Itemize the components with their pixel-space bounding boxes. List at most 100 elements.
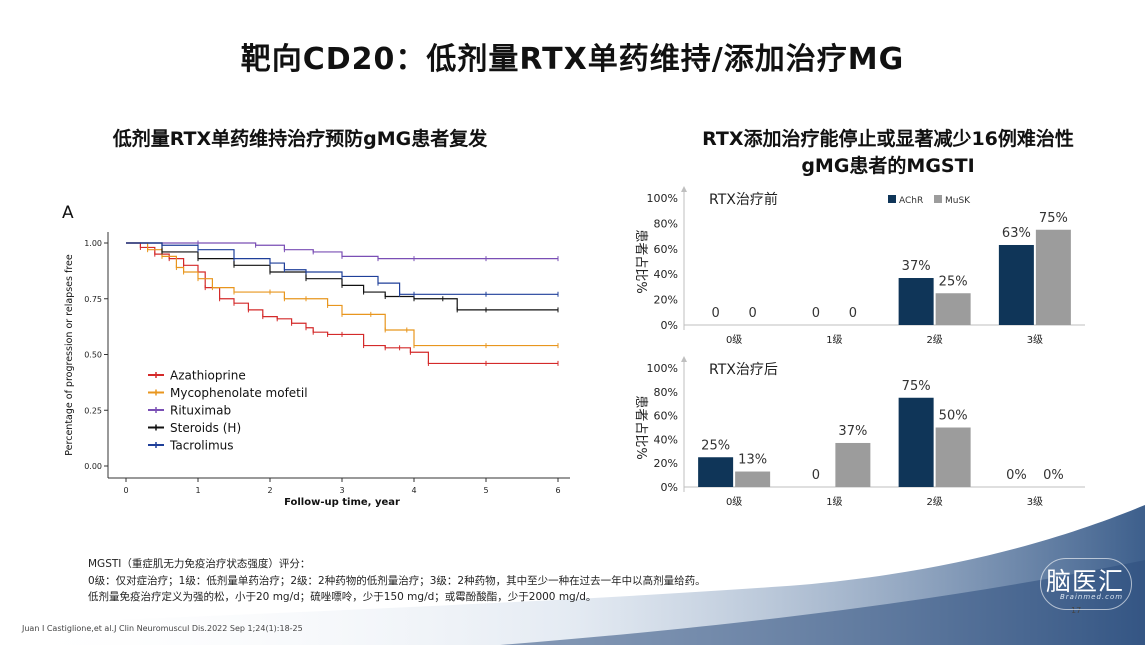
bar-y-tick-label: 40% — [654, 433, 678, 446]
km-x-tick-label: 3 — [339, 486, 344, 495]
km-x-tick-label: 5 — [483, 486, 488, 495]
bar-y-tick-label: 60% — [654, 410, 678, 423]
bar-value-label: 0 — [812, 468, 820, 483]
bar-y-tick-label: 100% — [647, 192, 678, 205]
bar-y-tick-label: 20% — [654, 457, 678, 470]
km-x-tick-label: 1 — [195, 486, 200, 495]
bar-musk-2 — [935, 427, 971, 487]
slide-title: 靶向CD20：低剂量RTX单药维持/添加治疗MG — [240, 42, 905, 77]
bar-achr-2 — [898, 397, 934, 487]
km-legend-label: Tacrolimus — [169, 439, 234, 453]
km-y-tick-label: 0.50 — [84, 351, 102, 360]
km-legend-label: Rituximab — [170, 404, 231, 418]
km-x-tick-label: 4 — [411, 486, 416, 495]
km-legend-label: Steroids (H) — [170, 421, 241, 435]
bar-category-label: 0级 — [726, 334, 742, 346]
footnote-line-2: 0级：仅对症治疗；1级：低剂量单药治疗；2级：2种药物的低剂量治疗；3级：2种药… — [88, 574, 706, 587]
bar-value-label: 75% — [1039, 211, 1068, 226]
bar-value-label: 0 — [748, 306, 756, 321]
bar-value-label: 37% — [902, 259, 931, 274]
bar-value-label: 0 — [711, 306, 719, 321]
bar-y-tick-label: 0% — [661, 481, 678, 494]
bar-value-label: 0% — [1043, 468, 1064, 483]
bar-legend-swatch — [888, 195, 896, 203]
bar-musk-2 — [935, 293, 971, 325]
km-axes: 0 1 2 3 4 5 6 0.00 0.25 0.50 0.75 1.00 Follow-up tim… — [64, 232, 570, 508]
logo-subtext: Brainmed.com — [1060, 593, 1124, 601]
bar-achr-2 — [898, 278, 934, 325]
reference-citation: Juan I Castiglione,et al.J Clin Neuromus… — [22, 624, 303, 633]
footnote-line-1: MGSTI（重症肌无力免疫治疗状态强度）评分： — [88, 558, 311, 570]
bar-musk-3 — [1035, 229, 1071, 325]
bar-category-label: 3级 — [1027, 334, 1043, 346]
bar-y-axis-arrow-icon — [681, 356, 687, 362]
bar-chart-title: RTX治疗后 — [709, 362, 778, 378]
left-panel-subtitle: 低剂量RTX单药维持治疗预防gMG患者复发 — [112, 128, 488, 150]
mgsti-footnote: MGSTI（重症肌无力免疫治疗状态强度）评分： 0级：仅对症治疗；1级：低剂量单… — [88, 556, 706, 606]
km-series-steroids-h: Steroids (H) — [126, 242, 559, 435]
logo-ring-icon — [1040, 558, 1132, 610]
right-subtitle-line-1: RTX添加治疗能停止或显著减少16例难治性 — [702, 128, 1074, 150]
bar-value-label: 25% — [701, 438, 730, 453]
km-series-tacrolimus: Tacrolimus — [126, 242, 559, 453]
km-y-axis-label: Percentage of progression or relapses fr… — [64, 254, 75, 456]
km-legend-label: Azathioprine — [170, 369, 246, 383]
bar-value-label: 75% — [902, 379, 931, 394]
bar-y-tick-label: 20% — [654, 294, 678, 307]
logo-text: 脑医汇 — [1046, 567, 1125, 596]
km-y-tick-label: 1.00 — [84, 239, 102, 248]
bar-value-label: 63% — [1002, 226, 1031, 241]
km-series-azathioprine: Azathioprine — [126, 242, 559, 383]
bar-category-label: 1级 — [826, 334, 842, 346]
bar-achr-0 — [698, 457, 734, 487]
bar-category-label: 2级 — [926, 334, 942, 346]
bar-achr-3 — [998, 244, 1034, 325]
bar-category-label: 1级 — [826, 496, 842, 508]
bar-y-tick-label: 0% — [661, 319, 678, 332]
bar-y-axis-label: 患者占比% — [633, 395, 648, 459]
bar-value-label: 37% — [838, 424, 867, 439]
panel-letter: A — [62, 203, 74, 223]
km-x-tick-label: 6 — [555, 486, 560, 495]
bar-y-tick-label: 80% — [654, 386, 678, 399]
km-x-axis-label: Follow-up time, year — [284, 497, 400, 508]
bar-chart-title: RTX治疗前 — [709, 191, 778, 208]
km-y-tick-label: 0.75 — [84, 295, 102, 304]
bar-value-label: 0 — [812, 306, 820, 321]
km-y-tick-label: 0.25 — [84, 406, 102, 415]
footnote-line-3: 低剂量免疫治疗定义为强的松，小于20 mg/d；硫唑嘌呤，少于150 mg/d；… — [88, 591, 597, 603]
bar-musk-1 — [835, 442, 871, 487]
bar-y-axis-label: 患者占比% — [633, 229, 648, 293]
km-y-tick-label: 0.00 — [84, 462, 102, 471]
bar-y-tick-label: 80% — [654, 217, 678, 230]
bar-y-tick-label: 40% — [654, 268, 678, 281]
km-legend-label: Mycophenolate mofetil — [170, 386, 308, 400]
km-series-rituximab: Rituximab — [126, 240, 559, 418]
right-panel-subtitle: RTX添加治疗能停止或显著减少16例难治性 gMG患者的MGSTI — [668, 126, 1108, 180]
km-x-tick-label: 0 — [123, 486, 128, 495]
bar-axes: 0% 20% 40% 60% 80% 100% 患者占比% RTX治疗前 — [633, 186, 1085, 332]
km-x-tick-label: 2 — [267, 486, 272, 495]
bar-y-tick-label: 100% — [647, 362, 678, 375]
bar-axes: 0% 20% 40% 60% 80% 100% 患者占比% RTX治疗后 — [633, 356, 1085, 494]
bar-category-label: 3级 — [1027, 496, 1043, 508]
bar-y-axis-arrow-icon — [681, 186, 687, 192]
bar-legend-swatch — [934, 195, 942, 203]
bar-value-label: 13% — [738, 453, 767, 468]
bar-category-label: 0级 — [726, 496, 742, 508]
bar-category-label: 2级 — [926, 496, 942, 508]
km-series-mycophenolate-mofetil: Mycophenolate mofetil — [126, 242, 559, 400]
page-number: 17 — [1071, 606, 1082, 615]
bar-y-tick-label: 60% — [654, 243, 678, 256]
bar-musk-0 — [735, 471, 771, 487]
bar-legend-label: AChR — [899, 196, 923, 206]
bar-value-label: 50% — [939, 409, 968, 424]
bar-value-label: 0 — [849, 306, 857, 321]
right-subtitle-line-2: gMG患者的MGSTI — [801, 155, 975, 177]
bar-value-label: 0% — [1006, 468, 1027, 483]
bar-legend-label: MuSK — [945, 196, 971, 206]
